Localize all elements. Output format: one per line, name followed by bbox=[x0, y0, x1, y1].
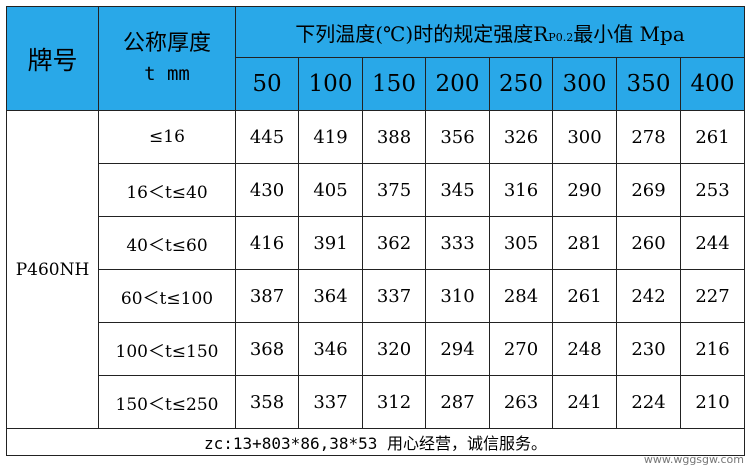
value-cell: 358 bbox=[235, 375, 299, 429]
value-cell: 362 bbox=[362, 216, 426, 270]
value-cell: 419 bbox=[298, 110, 363, 164]
strength-table: 牌号 公称厚度 t mm 下列温度(℃)时的规定强度RP0.2最小值 Mpa 5… bbox=[5, 6, 746, 456]
value-cell: 290 bbox=[552, 163, 617, 217]
thickness-label: 公称厚度 bbox=[122, 30, 211, 56]
footer-row: zc:13+803*86,38*53 用心经营，诚信服务。 bbox=[5, 428, 746, 456]
value-cell: 248 bbox=[552, 322, 617, 376]
value-cell: 244 bbox=[679, 216, 746, 270]
value-cell: 356 bbox=[425, 110, 490, 164]
value-cell: 210 bbox=[679, 375, 746, 429]
grade-cell: P460NH bbox=[6, 110, 99, 429]
value-cell: 310 bbox=[425, 269, 490, 323]
title-subscript: P0.2 bbox=[548, 30, 574, 44]
value-cell: 269 bbox=[616, 163, 681, 217]
value-cell: 364 bbox=[298, 269, 363, 323]
thickness-range: 16＜t≤40 bbox=[98, 163, 236, 217]
temp-header: 250 bbox=[489, 57, 553, 111]
thickness-range: 100＜t≤150 bbox=[98, 322, 236, 376]
value-cell: 445 bbox=[235, 110, 299, 164]
temp-header: 50 bbox=[235, 57, 299, 111]
value-cell: 300 bbox=[552, 110, 617, 164]
value-cell: 253 bbox=[679, 163, 746, 217]
value-cell: 346 bbox=[298, 322, 363, 376]
watermark: www.wggsgw.com bbox=[643, 453, 744, 466]
thickness-range: ≤16 bbox=[98, 110, 236, 164]
table-row: 100＜t≤150 368 346 320 294 270 248 230 21… bbox=[7, 322, 746, 376]
value-cell: 263 bbox=[489, 375, 553, 429]
value-cell: 312 bbox=[362, 375, 426, 429]
temp-header: 100 bbox=[298, 57, 363, 111]
header-row-top: 牌号 公称厚度 t mm 下列温度(℃)时的规定强度RP0.2最小值 Mpa bbox=[6, 6, 746, 111]
temperature-row: 50 100 150 200 250 300 350 400 bbox=[7, 57, 746, 111]
table-row: 60＜t≤100 387 364 337 310 284 261 242 227 bbox=[7, 269, 746, 323]
thickness-range: 40＜t≤60 bbox=[98, 216, 236, 270]
temp-header: 300 bbox=[552, 57, 617, 111]
value-cell: 337 bbox=[298, 375, 363, 429]
thickness-unit: t mm bbox=[144, 62, 190, 85]
temp-header: 350 bbox=[616, 57, 681, 111]
value-cell: 316 bbox=[489, 163, 553, 217]
thickness-header: 公称厚度 t mm bbox=[98, 6, 236, 111]
value-cell: 287 bbox=[425, 375, 490, 429]
table-row: 150＜t≤250 358 337 312 287 263 241 224 21… bbox=[7, 375, 746, 429]
value-cell: 278 bbox=[616, 110, 681, 164]
table-row: P460NH ≤16 445 419 388 356 326 300 278 2… bbox=[6, 110, 746, 429]
value-cell: 405 bbox=[298, 163, 363, 217]
value-cell: 430 bbox=[235, 163, 299, 217]
value-cell: 326 bbox=[489, 110, 553, 164]
value-cell: 345 bbox=[425, 163, 490, 217]
value-cell: 375 bbox=[362, 163, 426, 217]
grade-header: 牌号 bbox=[6, 6, 99, 111]
thickness-range: 60＜t≤100 bbox=[98, 269, 236, 323]
value-cell: 284 bbox=[489, 269, 553, 323]
value-cell: 281 bbox=[552, 216, 617, 270]
value-cell: 391 bbox=[298, 216, 363, 270]
value-cell: 294 bbox=[425, 322, 490, 376]
value-cell: 216 bbox=[679, 322, 746, 376]
temp-header: 200 bbox=[425, 57, 490, 111]
strength-title: 下列温度(℃)时的规定强度RP0.2最小值 Mpa bbox=[234, 6, 746, 58]
value-cell: 305 bbox=[489, 216, 553, 270]
value-cell: 241 bbox=[552, 375, 617, 429]
value-cell: 333 bbox=[425, 216, 490, 270]
temp-header: 150 bbox=[362, 57, 426, 111]
value-cell: 242 bbox=[616, 269, 681, 323]
table-row: 16＜t≤40 430 405 375 345 316 290 269 253 bbox=[7, 163, 746, 217]
value-cell: 387 bbox=[235, 269, 299, 323]
value-cell: 261 bbox=[552, 269, 617, 323]
value-cell: 261 bbox=[679, 110, 746, 164]
value-cell: 260 bbox=[616, 216, 681, 270]
value-cell: 416 bbox=[235, 216, 299, 270]
value-cell: 230 bbox=[616, 322, 681, 376]
value-cell: 224 bbox=[616, 375, 681, 429]
value-cell: 337 bbox=[362, 269, 426, 323]
value-cell: 227 bbox=[679, 269, 746, 323]
value-cell: 368 bbox=[235, 322, 299, 376]
table-row: 40＜t≤60 416 391 362 333 305 281 260 244 bbox=[7, 216, 746, 270]
title-prefix: 下列温度(℃)时的规定强度R bbox=[295, 21, 549, 46]
footer-note: zc:13+803*86,38*53 用心经营，诚信服务。 bbox=[5, 428, 746, 456]
value-cell: 320 bbox=[362, 322, 426, 376]
title-suffix: 最小值 Mpa bbox=[573, 21, 685, 46]
temp-header: 400 bbox=[679, 57, 746, 111]
value-cell: 270 bbox=[489, 322, 553, 376]
thickness-range: 150＜t≤250 bbox=[98, 375, 236, 429]
value-cell: 388 bbox=[362, 110, 426, 164]
